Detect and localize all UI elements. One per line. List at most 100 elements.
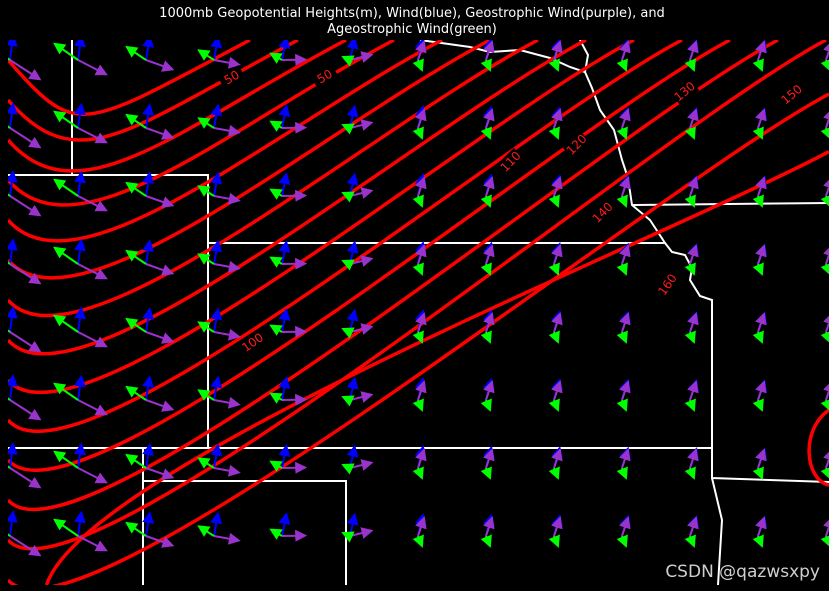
ageostrophic-arrow [684,126,696,140]
geostrophic-arrow [415,176,427,197]
ageostrophic-arrow [480,126,492,140]
geostrophic-arrow [415,312,427,333]
geostrophic-arrow [619,176,631,197]
geostrophic-arrow [9,59,42,81]
ageostrophic-arrow [480,398,492,412]
geostrophic-arrow [483,176,495,197]
ageostrophic-arrow [616,126,628,140]
geostrophic-arrow [145,195,175,208]
ageostrophic-arrow [616,262,628,276]
ageostrophic-arrow [53,450,79,469]
geostrophic-arrow [551,516,563,537]
geostrophic-arrow [483,448,495,469]
geostrophic-arrow [9,263,42,285]
ageostrophic-arrow [53,110,79,129]
ageostrophic-arrow [548,262,560,276]
ageostrophic-arrow [616,58,628,72]
wind-arrow [278,308,291,333]
geostrophic-arrow [823,380,829,401]
wind-arrow [142,40,155,61]
ageostrophic-arrow [125,385,147,401]
geostrophic-arrow [145,467,175,480]
ageostrophic-arrow [269,324,283,336]
ageostrophic-arrow [125,249,147,265]
label-bg [310,64,340,90]
geostrophic-arrow [687,40,699,61]
geostrophic-arrow [77,263,108,280]
ageostrophic-arrow [684,58,696,72]
ageostrophic-arrow [412,330,424,344]
geostrophic-arrow [213,192,241,205]
wind-arrow [210,239,223,265]
ageostrophic-arrow [684,398,696,412]
wind-arrow [142,103,155,129]
ageostrophic-arrow [125,317,147,333]
geostrophic-arrow [213,56,241,69]
ageostrophic-arrow [53,178,79,197]
geostrophic-arrow [415,516,427,537]
geostrophic-arrow [483,40,495,61]
ageostrophic-arrow [480,466,492,480]
geostrophic-arrow [9,331,42,353]
ageostrophic-arrow [125,453,147,469]
ageostrophic-arrow [480,534,492,548]
label-bg [670,78,700,106]
ageostrophic-arrow [269,188,283,200]
geostrophic-arrow [619,312,631,333]
ageostrophic-arrow [197,49,215,61]
geostrophic-arrow [77,331,108,348]
ageostrophic-arrow [684,194,696,208]
geostrophic-arrow [687,516,699,537]
ageostrophic-arrow [341,327,355,339]
ageostrophic-arrow [197,525,215,537]
ageostrophic-arrow [412,126,424,140]
ageostrophic-arrow [269,256,283,268]
wind-arrow [210,171,223,197]
contour-line [8,40,587,356]
label-bg [588,198,618,228]
ageostrophic-arrow [125,521,147,537]
ageostrophic-arrow [616,194,628,208]
ageostrophic-arrow [269,52,283,64]
wind-arrow [74,306,86,333]
geostrophic-arrow [483,380,495,401]
ageostrophic-arrow [820,262,829,276]
ageostrophic-arrow [412,534,424,548]
wind-arrow [278,240,291,265]
contour-line [8,40,251,116]
ageostrophic-arrow [53,42,79,61]
ageostrophic-arrow [616,330,628,344]
wind-arrow [142,239,155,265]
ageostrophic-arrow [548,534,560,548]
ageostrophic-arrow [125,181,147,197]
geostrophic-arrow [213,532,241,545]
ageostrophic-arrow [684,262,696,276]
label-bg [654,270,682,300]
ageostrophic-arrow [820,466,829,480]
geostrophic-arrow [77,195,108,212]
geostrophic-arrow [687,448,699,469]
geostrophic-arrow [483,516,495,537]
geostrophic-arrow [551,312,563,333]
wind-arrow [210,40,223,61]
geostrophic-arrow [687,108,699,129]
geostrophic-arrow [9,399,42,421]
ageostrophic-arrow [341,123,355,135]
wind-arrow [8,442,18,469]
ageostrophic-arrow [53,314,79,333]
geostrophic-arrow [687,176,699,197]
ageostrophic-arrow [752,194,764,208]
geostrophic-arrow [77,535,108,552]
geostrophic-arrow [619,448,631,469]
ageostrophic-arrow [548,398,560,412]
geostrophic-arrow [551,40,563,61]
geostrophic-arrow [755,244,767,265]
wind-arrow [8,306,18,333]
ageostrophic-arrow [341,395,355,407]
ageostrophic-arrow [412,398,424,412]
ageostrophic-arrow [412,194,424,208]
contour-line [8,92,829,585]
wind-arrow [278,172,291,197]
geostrophic-arrow [823,312,829,333]
geostrophic-arrow [619,380,631,401]
